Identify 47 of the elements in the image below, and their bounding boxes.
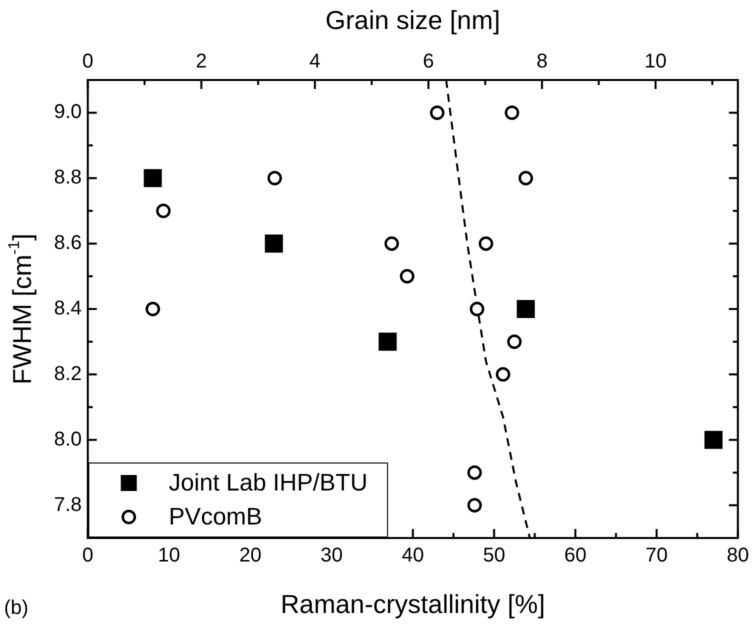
x-tick-label: 10 (158, 544, 180, 567)
x2-tick-label: 8 (536, 50, 548, 73)
x-tick-label: 40 (402, 544, 424, 567)
x2-tick-label: 2 (196, 50, 207, 73)
x-tick-label: 70 (645, 544, 668, 567)
point (504, 105, 520, 120)
y-tick-label: 7.8 (54, 494, 82, 516)
y-tick-label: 8.2 (54, 362, 82, 385)
point (478, 236, 494, 251)
legend-label: PVcomB (168, 504, 262, 531)
point (378, 332, 397, 351)
y-tick-label: 8.8 (54, 166, 82, 189)
y-tick-label: 9.0 (54, 101, 82, 124)
point (507, 334, 522, 349)
point (516, 300, 535, 318)
legend-label: Joint Lab IHP/BTU (168, 470, 368, 497)
x-tick-label: 60 (564, 544, 586, 567)
point (467, 465, 482, 480)
x2-axis-title: Grain size [nm] (325, 5, 500, 36)
x2-tick-label: 6 (422, 50, 434, 73)
x2-tick-label: 0 (82, 50, 94, 73)
point (144, 169, 162, 188)
point (496, 367, 510, 382)
x-tick-label: 0 (82, 544, 94, 567)
x-axis-title: Raman-crystallinity [%] (280, 589, 546, 620)
y-tick-label: 8.0 (54, 428, 82, 450)
y-tick-label: 8.4 (54, 298, 82, 320)
point (146, 302, 160, 316)
y-tick-label: 8.6 (54, 232, 82, 254)
text: (b) (4, 597, 28, 619)
point (267, 170, 282, 186)
point (400, 269, 414, 284)
x2-tick-label: 4 (309, 50, 320, 73)
point (264, 234, 283, 253)
point (518, 170, 534, 186)
x2-tick-label: 10 (644, 50, 667, 73)
point (470, 302, 484, 316)
y-axis-title: FWHM [cm-1] (6, 233, 38, 385)
point (467, 498, 482, 513)
x-tick-label: 50 (482, 544, 506, 567)
x-tick-label: 30 (320, 544, 343, 567)
point (704, 430, 723, 449)
point (430, 105, 444, 120)
point (384, 236, 399, 251)
point (156, 204, 171, 218)
x-tick-label: 80 (726, 544, 749, 567)
x-tick-label: 20 (239, 544, 262, 567)
